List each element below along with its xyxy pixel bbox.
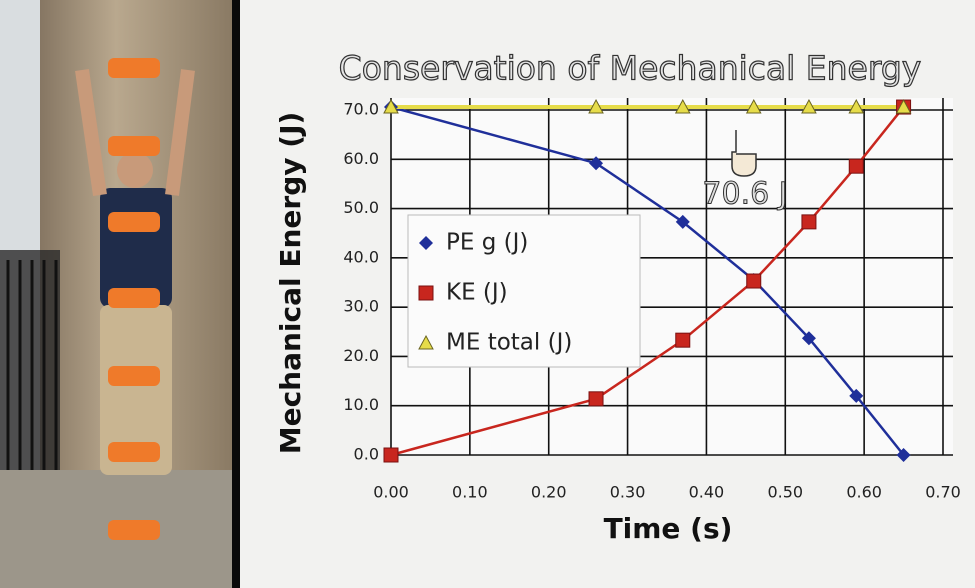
x-tick-label: 0.10 — [452, 483, 488, 502]
y-tick-label: 60.0 — [343, 149, 379, 168]
x-tick-label: 0.40 — [689, 483, 725, 502]
x-tick-label: 0.60 — [846, 483, 882, 502]
y-tick-label: 30.0 — [343, 297, 379, 316]
x-tick-label: 0.70 — [925, 483, 961, 502]
photo — [0, 0, 240, 588]
page: 0.0 10.0 20.0 30.0 40.0 50.0 60.0 70.0 0.00 0.10 0… — [0, 0, 975, 588]
marker — [849, 159, 863, 173]
marker — [747, 274, 761, 288]
y-tick-label: 40.0 — [343, 247, 379, 266]
marker — [384, 448, 398, 462]
x-tick-label: 0.30 — [610, 483, 646, 502]
x-tick-label: 0.00 — [373, 483, 409, 502]
x-tick-label: 0.50 — [767, 483, 803, 502]
y-tick-label: 10.0 — [343, 395, 379, 414]
y-axis-label: Mechanical Energy (J) — [274, 112, 307, 455]
legend-label: KE (J) — [446, 280, 508, 306]
x-tick-label: 0.20 — [531, 483, 567, 502]
legend-label: PE g (J) — [446, 230, 528, 256]
marker — [676, 333, 690, 347]
legend-label: ME total (J) — [446, 330, 572, 356]
y-tick-label: 20.0 — [343, 346, 379, 365]
y-tick-label: 70.0 — [343, 100, 379, 119]
marker — [589, 392, 603, 406]
marker — [802, 215, 816, 229]
legend-marker — [419, 286, 433, 300]
x-axis-label: Time (s) — [604, 512, 733, 545]
y-tick-label: 50.0 — [343, 198, 379, 217]
y-tick-label: 0.0 — [354, 445, 379, 464]
legend: PE g (J) KE (J) ME total (J) — [408, 215, 640, 367]
annotation: 70.6 J — [702, 177, 787, 212]
plot: 0.0 10.0 20.0 30.0 40.0 50.0 60.0 70.0 0.00 0.10 0… — [343, 98, 960, 502]
chart-title: Conservation of Mechanical Energy — [339, 49, 922, 88]
